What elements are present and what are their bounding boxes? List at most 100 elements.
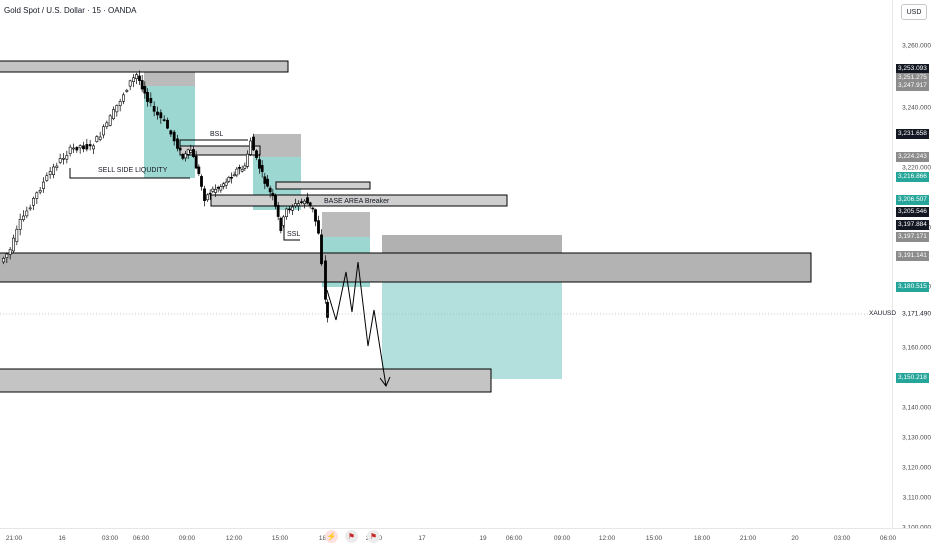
price-tag: 3,224.243 — [896, 152, 929, 162]
price-tag: 3,191.141 — [896, 251, 929, 261]
candle-body — [197, 166, 201, 174]
projection-path — [326, 261, 387, 387]
price-axis[interactable]: USD 3,260.0003,240.0003,220.0003,200.000… — [892, 0, 932, 532]
event-flag-icon[interactable]: ⚑ — [345, 530, 358, 543]
candle-body — [38, 190, 42, 193]
candle-body — [159, 112, 163, 119]
candle-body — [22, 215, 25, 221]
event-lightning-icon[interactable]: ⚡ — [325, 530, 338, 543]
candle-body — [52, 166, 55, 176]
candle-body — [291, 206, 294, 211]
candle-body — [32, 198, 35, 206]
candle-body — [238, 167, 241, 169]
candle-body — [25, 210, 29, 217]
candle-body — [294, 203, 297, 207]
candle-body — [169, 130, 173, 135]
candle-body — [78, 145, 82, 149]
candle-body — [18, 219, 22, 230]
candle-body — [186, 149, 190, 155]
price-tag: 3,206.507 — [896, 195, 929, 205]
time-tick-label: 18:00 — [693, 535, 711, 542]
supply-zone — [382, 235, 562, 254]
candle-body — [324, 260, 327, 300]
candle-body — [102, 126, 105, 136]
time-tick-label: 03:00 — [101, 535, 119, 542]
time-tick-label: 06:00 — [505, 535, 523, 542]
candle-body — [194, 155, 198, 169]
time-tick-label: 06:00 — [879, 535, 897, 542]
price-tag: 3,251.275 — [896, 73, 929, 83]
candle-body — [181, 154, 185, 159]
candle-body — [258, 159, 261, 169]
candle-body — [122, 94, 125, 102]
candle-body — [255, 150, 258, 158]
price-tag: 3,253.093 — [896, 64, 929, 74]
candle-body — [320, 234, 323, 265]
event-flag-icon[interactable]: ⚑ — [367, 530, 380, 543]
base-area-breaker-label: BASE AREA Breaker — [324, 198, 390, 205]
candle-body — [105, 122, 109, 128]
candle-body — [135, 74, 138, 79]
currency-button[interactable]: USD — [901, 4, 927, 20]
price-tag: 3,150.218 — [896, 373, 929, 383]
candle-body — [88, 144, 92, 147]
candle-body — [306, 197, 309, 204]
price-chart[interactable]: SELL SIDE LIQUDITY BSL BASE AREA Breaker SS… — [0, 0, 892, 528]
candle-body — [246, 153, 249, 167]
ssl-line — [283, 226, 300, 241]
candle-body — [249, 140, 252, 155]
price-tag: 3,197.171 — [896, 232, 929, 242]
chart-pane[interactable]: SELL SIDE LIQUDITY BSL BASE AREA Breaker SS… — [0, 0, 892, 528]
price-tick-label: 3,240.000 — [902, 104, 931, 112]
sell-side-liquidity-label: SELL SIDE LIQUDITY — [98, 167, 168, 174]
candle-body — [162, 119, 166, 121]
candle-body — [260, 165, 264, 172]
candle-body — [308, 202, 312, 206]
price-tag: 3,216.866 — [896, 172, 929, 182]
price-tick-label: 3,160.000 — [902, 344, 931, 352]
candle-body — [268, 187, 272, 193]
candle-body — [115, 105, 119, 113]
time-tick-label: 15:00 — [645, 535, 663, 542]
candle-body — [143, 86, 147, 94]
time-tick-label: 21:00 — [5, 535, 23, 542]
candle-body — [55, 165, 59, 168]
bsl-label: BSL — [210, 131, 223, 138]
time-tick-label: 20 — [791, 535, 799, 542]
candle-body — [303, 200, 306, 204]
candle-body — [314, 209, 317, 222]
time-tick-label: 12:00 — [598, 535, 616, 542]
candle-body — [317, 220, 320, 234]
candle-body — [235, 168, 239, 176]
candle-body — [266, 178, 269, 187]
candle-body — [227, 177, 231, 182]
candle-body — [203, 188, 206, 201]
candle-body — [42, 181, 45, 189]
candle-body — [206, 194, 209, 201]
base-area-band — [210, 194, 508, 207]
candle-body — [152, 105, 156, 112]
liquidity-line — [69, 168, 190, 179]
candle-body — [68, 146, 72, 154]
time-tick-label: 21:00 — [739, 535, 757, 542]
candle-body — [5, 253, 9, 258]
candle-body — [108, 115, 112, 126]
candle-body — [219, 186, 223, 191]
candle-body — [176, 138, 179, 149]
candle-body — [216, 187, 220, 189]
price-tag: 3,205.546 — [896, 207, 929, 217]
time-axis[interactable]: 21:00 16 03:00 06:00 09:00 12:00 15:00 18:00 21:… — [0, 528, 932, 551]
current-price-label: 3,171.490 — [902, 310, 931, 318]
candle-body — [232, 174, 236, 177]
candle-body — [276, 205, 280, 217]
candle-body — [326, 301, 329, 318]
candle-body — [138, 75, 141, 81]
candle-body — [128, 80, 132, 87]
bsl-line — [179, 139, 248, 155]
chart-title: Gold Spot / U.S. Dollar · 15 · OANDA — [4, 6, 137, 15]
time-tick-label: 03:00 — [833, 535, 851, 542]
candle-body — [85, 144, 89, 150]
candle-body — [75, 146, 79, 151]
time-tick-label: 06:00 — [132, 535, 150, 542]
support-band — [0, 252, 812, 283]
